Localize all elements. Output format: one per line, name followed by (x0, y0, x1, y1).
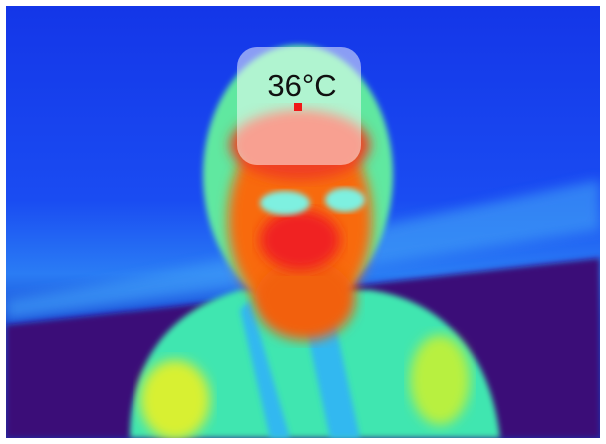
neck (255, 260, 355, 340)
temperature-label: 36°C (267, 68, 336, 103)
glasses (260, 191, 310, 215)
hot-spot (410, 335, 470, 425)
collar (240, 300, 290, 438)
hot-spot (140, 360, 210, 438)
nose-hot (260, 210, 340, 270)
measurement-point (294, 103, 302, 111)
glasses (325, 188, 365, 212)
